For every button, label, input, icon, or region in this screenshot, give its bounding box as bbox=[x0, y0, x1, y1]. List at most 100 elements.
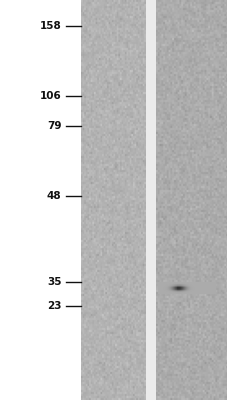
Bar bbox=[183, 291, 185, 292]
Bar bbox=[208, 291, 209, 292]
Text: 158: 158 bbox=[40, 21, 61, 31]
Bar bbox=[163, 286, 164, 287]
Bar bbox=[198, 289, 200, 290]
Bar bbox=[194, 291, 195, 292]
Bar bbox=[205, 287, 206, 288]
Bar bbox=[159, 292, 160, 294]
Bar bbox=[211, 288, 212, 290]
Bar bbox=[202, 290, 203, 291]
Bar bbox=[204, 292, 205, 294]
Bar bbox=[174, 292, 175, 294]
Bar bbox=[184, 286, 185, 287]
Bar bbox=[180, 292, 181, 293]
Bar bbox=[196, 285, 197, 286]
Bar bbox=[193, 290, 194, 291]
Bar bbox=[182, 291, 183, 292]
Bar bbox=[199, 292, 201, 293]
Bar bbox=[177, 287, 178, 288]
Bar bbox=[185, 292, 186, 294]
Bar bbox=[180, 292, 182, 294]
Bar bbox=[181, 287, 183, 288]
Bar bbox=[214, 290, 215, 291]
Bar bbox=[163, 284, 165, 285]
Bar bbox=[202, 283, 203, 284]
Bar bbox=[208, 285, 209, 286]
Bar bbox=[191, 286, 192, 287]
Bar bbox=[192, 290, 193, 291]
Bar bbox=[178, 286, 179, 287]
Text: 48: 48 bbox=[47, 191, 61, 201]
Bar bbox=[210, 293, 211, 294]
Bar bbox=[168, 283, 169, 284]
Bar bbox=[209, 288, 210, 289]
Bar bbox=[176, 287, 177, 288]
Bar bbox=[185, 287, 186, 288]
Bar bbox=[179, 291, 180, 292]
Bar bbox=[172, 292, 173, 294]
Bar bbox=[207, 289, 208, 290]
Bar bbox=[213, 292, 214, 293]
Bar bbox=[193, 292, 194, 293]
Bar bbox=[171, 289, 172, 290]
Bar bbox=[163, 289, 164, 290]
Bar bbox=[197, 290, 198, 291]
Bar bbox=[211, 286, 212, 287]
Bar bbox=[206, 286, 207, 287]
Bar bbox=[183, 288, 185, 290]
Bar bbox=[204, 290, 205, 291]
Bar bbox=[162, 292, 163, 294]
Bar bbox=[182, 283, 183, 284]
Bar bbox=[163, 285, 165, 286]
Bar bbox=[181, 285, 183, 286]
Bar bbox=[211, 291, 212, 292]
Bar bbox=[212, 286, 213, 287]
Bar bbox=[158, 286, 159, 287]
Bar bbox=[176, 283, 177, 284]
Bar bbox=[180, 292, 182, 293]
Bar bbox=[214, 286, 215, 287]
Bar bbox=[190, 291, 191, 292]
Bar bbox=[163, 284, 164, 285]
Bar bbox=[171, 286, 172, 287]
Bar bbox=[178, 285, 179, 286]
Bar bbox=[174, 283, 175, 284]
Bar bbox=[191, 291, 192, 292]
Bar bbox=[202, 289, 203, 290]
Bar bbox=[191, 288, 192, 290]
Bar bbox=[176, 288, 177, 289]
Bar bbox=[158, 282, 159, 283]
Bar bbox=[197, 291, 198, 292]
Bar bbox=[179, 285, 180, 286]
Bar bbox=[177, 284, 178, 285]
Bar bbox=[191, 286, 192, 287]
Bar bbox=[214, 287, 215, 288]
Bar bbox=[207, 285, 208, 286]
Bar bbox=[191, 289, 192, 290]
Bar bbox=[195, 285, 196, 286]
Bar bbox=[202, 288, 203, 289]
Bar bbox=[201, 283, 202, 284]
Bar bbox=[205, 289, 206, 290]
Bar bbox=[175, 282, 176, 283]
Bar bbox=[179, 284, 180, 285]
Bar bbox=[200, 288, 202, 289]
Bar bbox=[192, 292, 193, 293]
Bar bbox=[176, 290, 177, 291]
Bar bbox=[203, 290, 204, 291]
Bar bbox=[207, 283, 208, 284]
Bar bbox=[186, 288, 187, 290]
Bar bbox=[163, 291, 164, 292]
Bar bbox=[206, 285, 207, 286]
Bar bbox=[200, 287, 202, 288]
Bar bbox=[170, 289, 171, 290]
Bar bbox=[202, 286, 203, 287]
Bar bbox=[196, 292, 197, 294]
Bar bbox=[205, 291, 206, 292]
Bar bbox=[178, 292, 179, 293]
Bar bbox=[194, 293, 195, 294]
Bar bbox=[197, 286, 199, 287]
Bar bbox=[169, 291, 170, 292]
Bar bbox=[180, 284, 182, 285]
Bar bbox=[185, 283, 186, 284]
Bar bbox=[192, 285, 193, 286]
